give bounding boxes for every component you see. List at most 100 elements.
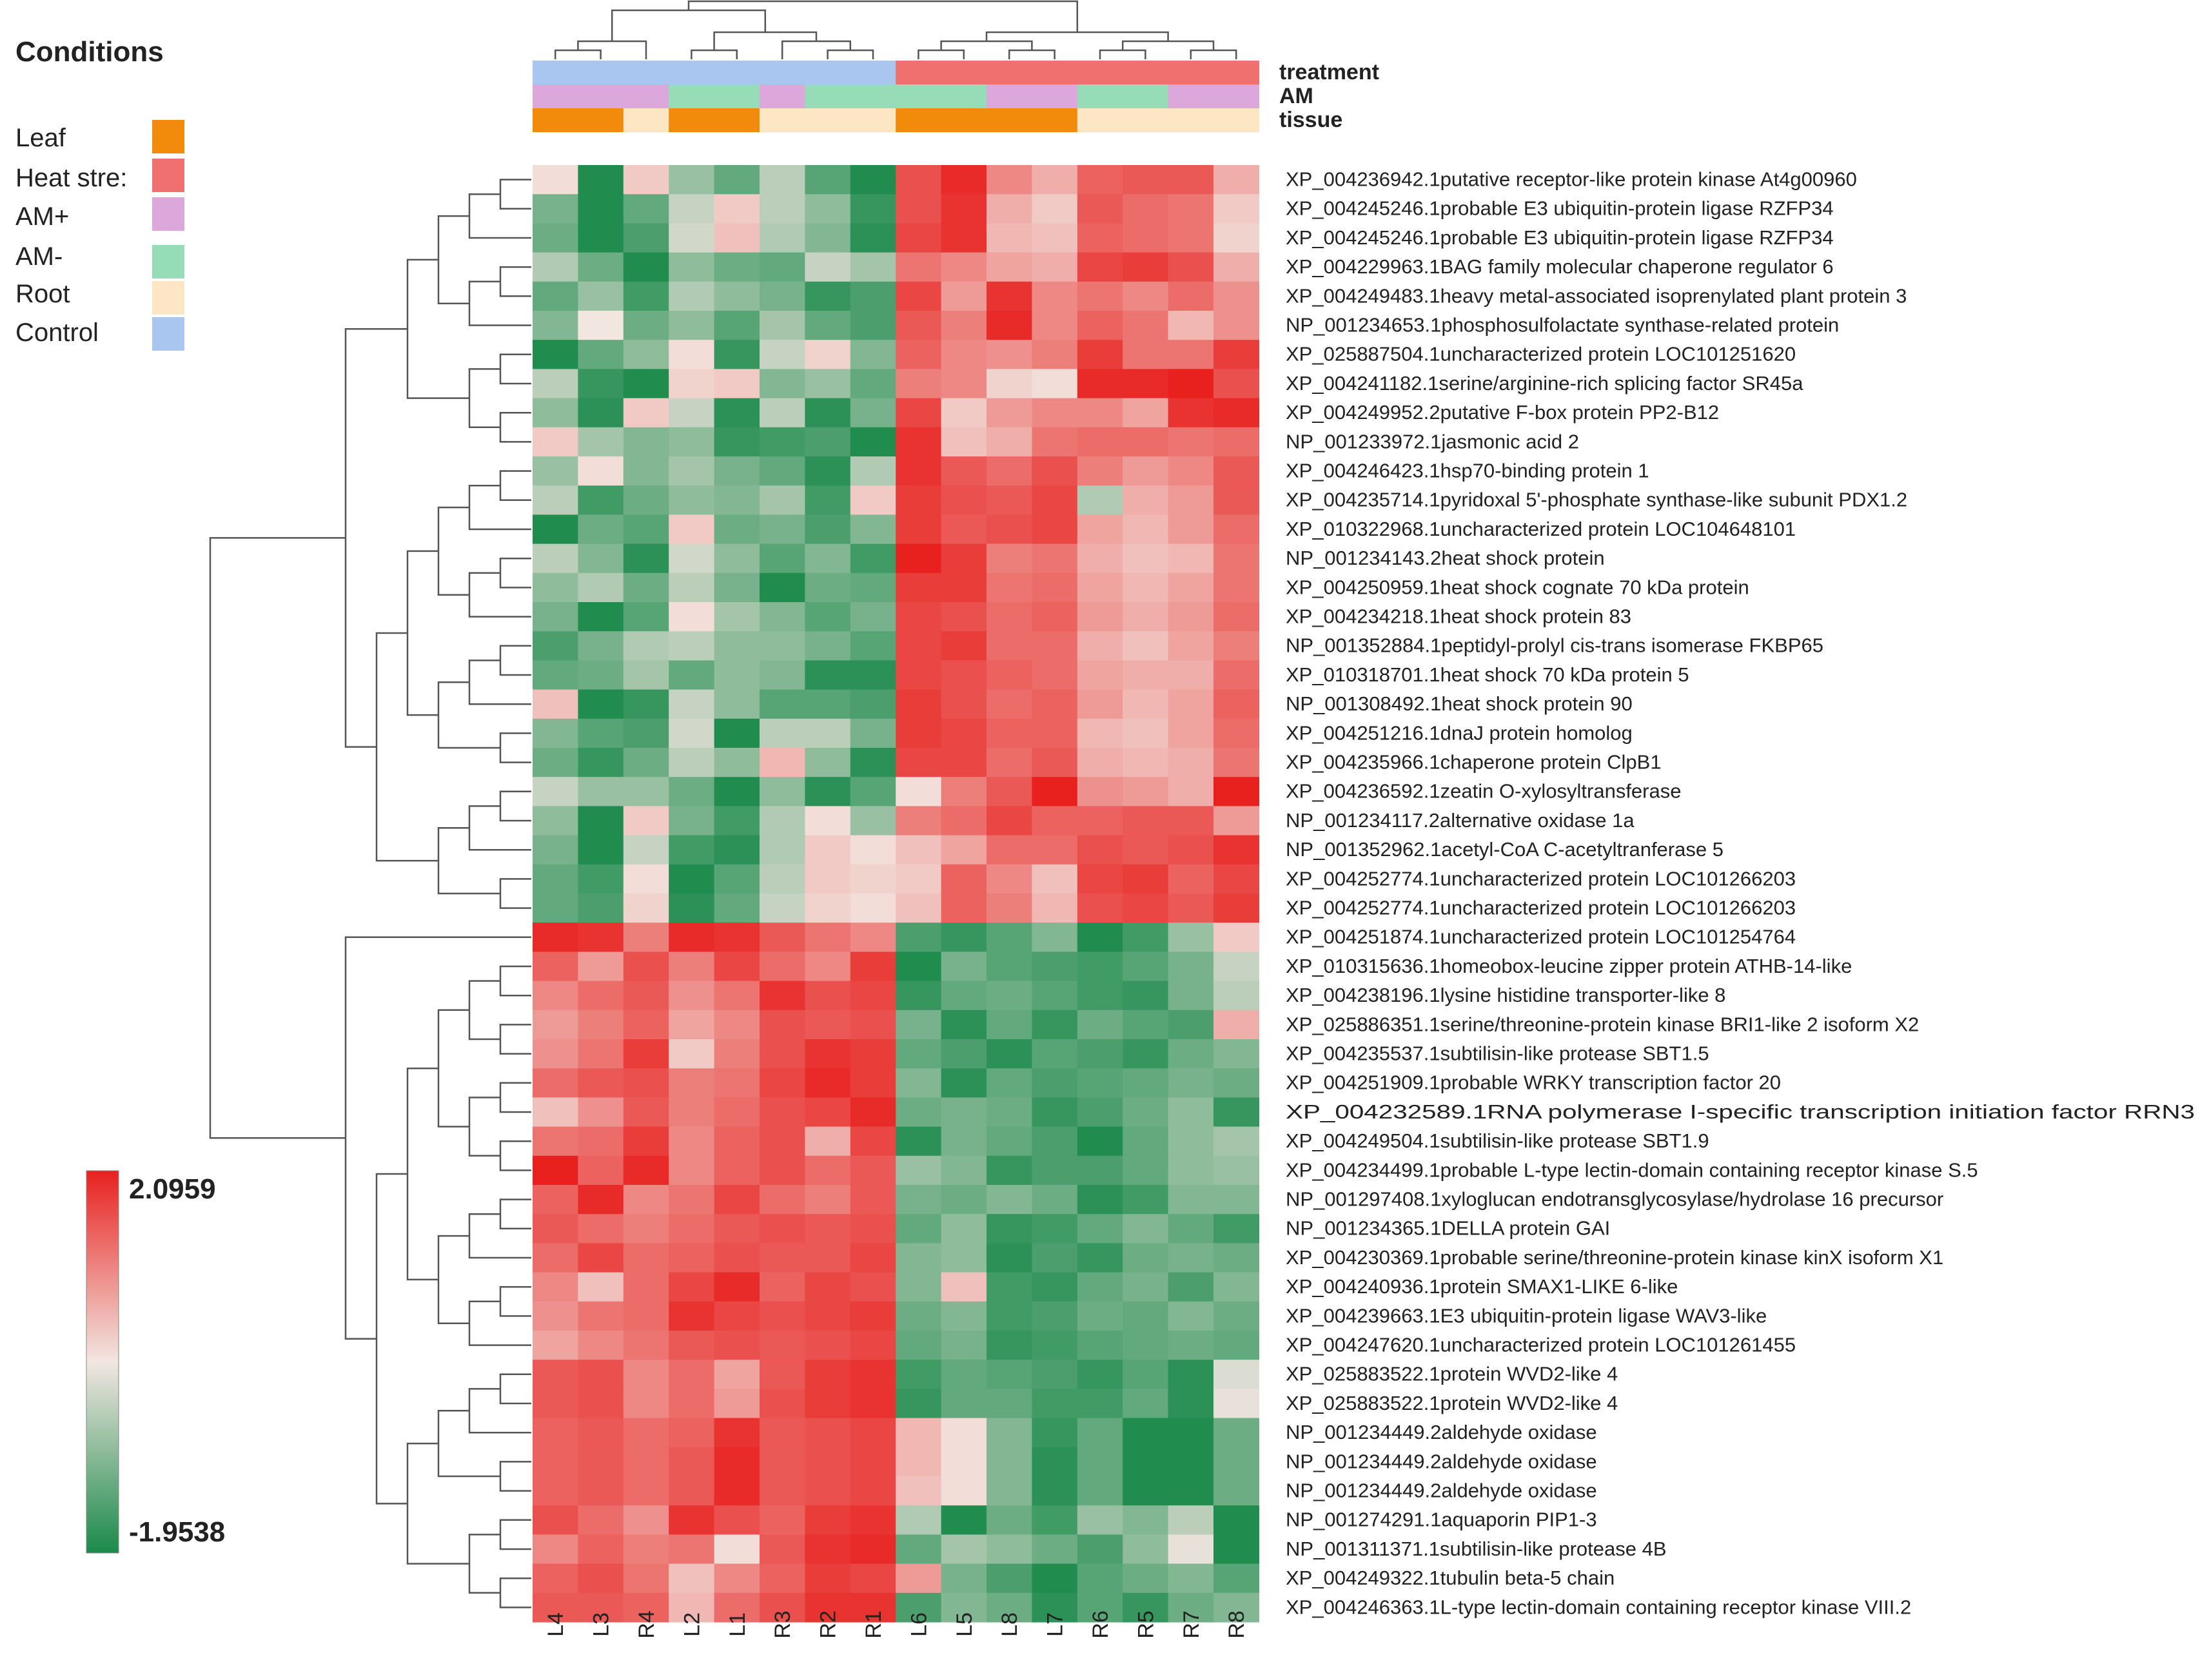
heatmap-cell bbox=[1077, 1068, 1123, 1098]
heatmap-cell bbox=[760, 689, 805, 719]
heatmap-cell bbox=[1123, 806, 1169, 836]
heatmap-cell bbox=[1123, 1360, 1169, 1389]
heatmap-cell bbox=[850, 311, 896, 340]
heatmap-cell bbox=[669, 952, 715, 982]
row-label: XP_004235537.1subtilisin-like protease S… bbox=[1286, 1042, 1709, 1065]
heatmap-cell bbox=[578, 689, 624, 719]
heatmap-cell bbox=[941, 194, 987, 224]
heatmap-cell bbox=[1168, 194, 1214, 224]
annotation-cell bbox=[896, 84, 942, 108]
heatmap-cell bbox=[623, 369, 669, 399]
heatmap-cell bbox=[1168, 835, 1214, 865]
heatmap-cell bbox=[669, 1068, 715, 1098]
heatmap-cell bbox=[1032, 1301, 1078, 1331]
heatmap-cell bbox=[714, 398, 760, 428]
heatmap-cell bbox=[669, 1039, 715, 1069]
heatmap-cell bbox=[623, 1476, 669, 1506]
heatmap-cell bbox=[669, 1331, 715, 1360]
heatmap-cell bbox=[578, 952, 624, 982]
annotation-cell bbox=[805, 84, 851, 108]
heatmap-cell bbox=[533, 1097, 578, 1128]
heatmap-cell bbox=[987, 456, 1032, 486]
row-label: NP_001234653.1phosphosulfolactate syntha… bbox=[1286, 314, 1839, 337]
heatmap-cell bbox=[714, 194, 760, 224]
heatmap-cell bbox=[941, 485, 987, 515]
row-label: XP_010318701.1heat shock 70 kDa protein … bbox=[1286, 663, 1689, 686]
row-label: NP_001234365.1DELLA protein GAI bbox=[1286, 1217, 1610, 1240]
heatmap-cell bbox=[1168, 311, 1214, 340]
heatmap-cell bbox=[669, 894, 715, 923]
heatmap-cell bbox=[669, 1010, 715, 1040]
heatmap-cell bbox=[805, 427, 851, 457]
heatmap-cell bbox=[1032, 602, 1078, 632]
heatmap-cell bbox=[533, 1331, 578, 1360]
row-label: XP_004235714.1pyridoxal 5'-phosphate syn… bbox=[1286, 489, 1907, 511]
heatmap-cell bbox=[1077, 1360, 1123, 1389]
heatmap-cell bbox=[896, 689, 942, 719]
heatmap-cell bbox=[669, 1447, 715, 1477]
heatmap-cell bbox=[805, 1039, 851, 1069]
heatmap-cell bbox=[623, 748, 669, 777]
row-label: NP_001308492.1heat shock protein 90 bbox=[1286, 692, 1633, 715]
row-label: NP_001297408.1xyloglucan endotransglycos… bbox=[1286, 1188, 1943, 1211]
dendrogram-link bbox=[406, 550, 438, 716]
heatmap-cell bbox=[1213, 835, 1259, 865]
heatmap-cell bbox=[760, 1563, 805, 1594]
heatmap-cell bbox=[1032, 369, 1078, 399]
heatmap-cell bbox=[1168, 398, 1214, 428]
heatmap-cell bbox=[1032, 864, 1078, 894]
column-label: R6 bbox=[1088, 1610, 1113, 1638]
heatmap-cell bbox=[1123, 1097, 1169, 1128]
heatmap-cell bbox=[941, 806, 987, 836]
heatmap-cell bbox=[533, 1301, 578, 1331]
heatmap-cell bbox=[1077, 1126, 1123, 1157]
dendrogram-link bbox=[499, 1082, 531, 1113]
heatmap-cell bbox=[896, 806, 942, 836]
heatmap-cell bbox=[669, 864, 715, 894]
annotation-cell bbox=[987, 61, 1032, 84]
heatmap-cell bbox=[1213, 689, 1259, 719]
heatmap-cell bbox=[1032, 194, 1078, 224]
dendrogram-link bbox=[499, 1373, 531, 1405]
heatmap-cell bbox=[1077, 369, 1123, 399]
heatmap-cell bbox=[1168, 514, 1214, 545]
heatmap-cell bbox=[533, 398, 578, 428]
heatmap-cell bbox=[578, 485, 624, 515]
heatmap-cell bbox=[805, 602, 851, 632]
heatmap-cell bbox=[1077, 1155, 1123, 1186]
heatmap-cell bbox=[1077, 777, 1123, 806]
heatmap-cell bbox=[1168, 923, 1214, 952]
dendrogram-link bbox=[437, 1235, 469, 1324]
annotation-cell bbox=[1077, 61, 1123, 84]
heatmap-cell bbox=[850, 1068, 896, 1098]
dendrogram-link bbox=[499, 1519, 531, 1550]
heatmap-cell bbox=[669, 1126, 715, 1157]
heatmap-cell bbox=[987, 572, 1032, 603]
heatmap-cell bbox=[1168, 981, 1214, 1011]
heatmap-cell bbox=[669, 398, 715, 428]
heatmap-cell bbox=[1032, 1185, 1078, 1215]
heatmap-cell bbox=[533, 1155, 578, 1186]
column-dendrogram bbox=[554, 0, 1237, 59]
heatmap-cell bbox=[623, 1505, 669, 1535]
heatmap-cell bbox=[1213, 631, 1259, 661]
heatmap-cell bbox=[714, 1447, 760, 1477]
heatmap-cell bbox=[1123, 311, 1169, 340]
heatmap-cell bbox=[1213, 1389, 1259, 1419]
heatmap-cell bbox=[896, 281, 942, 311]
heatmap-cell bbox=[578, 1068, 624, 1098]
heatmap-cell bbox=[1123, 923, 1169, 952]
heatmap-cell bbox=[1123, 1039, 1169, 1069]
heatmap-cell bbox=[850, 369, 896, 399]
heatmap-cell bbox=[1077, 1301, 1123, 1331]
heatmap-cell bbox=[1213, 456, 1259, 486]
heatmap-cell bbox=[578, 194, 624, 224]
annotation-cell bbox=[669, 84, 715, 108]
heatmap-cell bbox=[578, 572, 624, 603]
heatmap-cell bbox=[1077, 923, 1123, 952]
heatmap-cell bbox=[1077, 806, 1123, 836]
heatmap-cell bbox=[941, 252, 987, 282]
heatmap-cell bbox=[896, 572, 942, 603]
heatmap-cell bbox=[850, 281, 896, 311]
heatmap-cell bbox=[1077, 1039, 1123, 1069]
